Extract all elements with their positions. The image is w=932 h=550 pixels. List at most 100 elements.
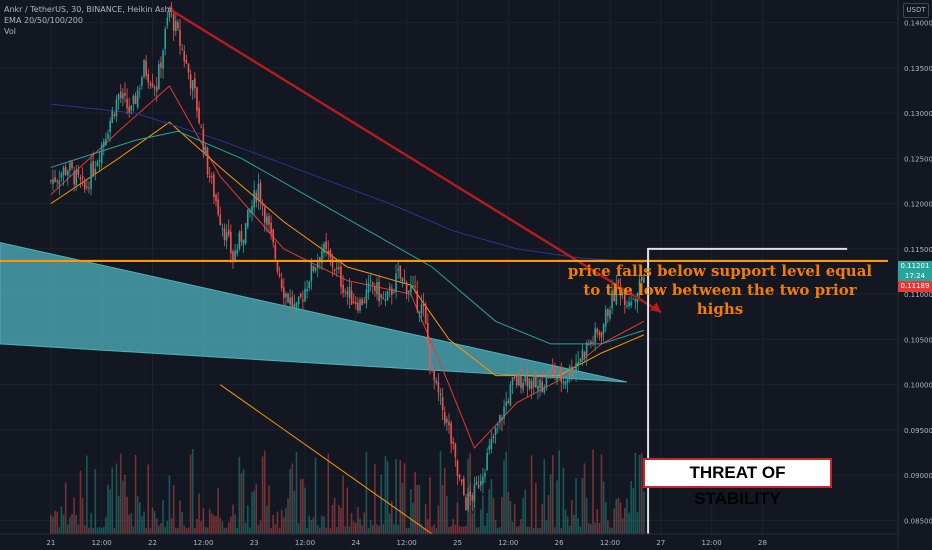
volume-bar xyxy=(424,503,427,534)
candle-body xyxy=(386,291,389,300)
bar-countdown-tag: 17:24 xyxy=(898,271,932,282)
candle-body xyxy=(410,286,412,293)
volume-bar xyxy=(232,504,234,534)
volume-bar xyxy=(246,505,249,534)
x-tick-label: 12:00 xyxy=(702,539,722,547)
candle-body xyxy=(105,139,107,146)
currency-badge[interactable]: USDT xyxy=(903,3,929,18)
volume-bar xyxy=(355,523,357,534)
volume-bar xyxy=(492,498,495,534)
volume-bar xyxy=(632,488,635,534)
candle-body xyxy=(439,393,442,396)
volume-bar xyxy=(92,527,94,534)
ema-indicator-label[interactable]: EMA 20/50/100/200 xyxy=(4,16,83,25)
volume-bar xyxy=(312,517,315,534)
volume-bar xyxy=(138,502,141,534)
candle-body xyxy=(289,297,291,305)
candle-body xyxy=(477,485,480,488)
candle-body xyxy=(562,381,565,384)
volume-bar xyxy=(613,508,615,534)
volume-bar xyxy=(541,503,543,534)
y-tick-label: 0.12500 xyxy=(904,155,932,163)
candle-body xyxy=(515,374,518,386)
volume-bar xyxy=(473,491,476,534)
ema-line-2 xyxy=(50,130,645,345)
volume-bar xyxy=(263,450,266,534)
candle-body xyxy=(225,231,228,241)
candle-body xyxy=(467,492,469,510)
candle-body xyxy=(528,378,531,389)
candle-body xyxy=(403,279,406,281)
candle-body xyxy=(249,210,251,213)
candle-body xyxy=(405,282,408,294)
volume-bar xyxy=(261,456,264,534)
candle-body xyxy=(333,269,336,272)
candle-body xyxy=(54,177,56,182)
volume-bar xyxy=(289,468,291,534)
candle-body xyxy=(153,87,156,89)
volume-bar xyxy=(164,527,166,534)
candle-body xyxy=(172,13,175,31)
candle-body xyxy=(259,182,262,202)
candle-body xyxy=(319,257,321,261)
candle-body xyxy=(266,216,268,225)
candle-body xyxy=(407,290,410,293)
candle-body xyxy=(367,282,370,293)
volume-bar xyxy=(566,516,569,534)
candle-body xyxy=(257,183,260,201)
volume-bar xyxy=(109,489,111,534)
volume-bar xyxy=(547,495,550,534)
volume-bar xyxy=(532,527,535,534)
volume-bar xyxy=(513,504,516,534)
candle-body xyxy=(181,48,183,50)
candle-body xyxy=(643,278,645,283)
price-axis[interactable]: 0.14000 0.13500 0.13000 0.12500 0.12000 0.115… xyxy=(897,0,932,550)
volume-bar xyxy=(149,527,152,534)
y-tick-label: 0.13000 xyxy=(904,110,932,118)
volume-bar xyxy=(573,514,575,534)
support-annotation-line2: to the low between the two prior highs xyxy=(583,281,857,318)
volume-bar xyxy=(361,525,363,534)
candle-body xyxy=(297,296,300,305)
candle-body xyxy=(308,281,311,288)
candle-body xyxy=(454,443,457,458)
volume-bar xyxy=(75,514,78,534)
candle-body xyxy=(607,309,609,317)
candle-body xyxy=(492,436,495,439)
y-tick-label: 0.12000 xyxy=(904,201,932,209)
volume-bar xyxy=(244,522,247,534)
candle-body xyxy=(460,479,463,482)
y-tick-label: 0.09000 xyxy=(904,472,932,480)
volume-bar xyxy=(543,459,546,534)
volume-bar xyxy=(416,484,419,534)
volume-bar xyxy=(132,526,135,534)
candle-body xyxy=(456,460,459,476)
volume-indicator-label[interactable]: Vol xyxy=(4,27,16,36)
volume-bar xyxy=(302,478,304,534)
candle-body xyxy=(200,126,203,128)
volume-bar xyxy=(378,525,380,534)
lower-trendline xyxy=(219,384,433,535)
candle-body xyxy=(107,133,109,140)
volume-bar xyxy=(439,451,442,534)
volume-bar xyxy=(208,509,211,534)
volume-bar xyxy=(376,524,378,534)
volume-bar xyxy=(433,524,435,534)
volume-bar xyxy=(422,527,425,534)
volume-bar xyxy=(435,527,438,534)
candle-body xyxy=(496,424,499,426)
volume-bar xyxy=(314,457,317,534)
candle-body xyxy=(590,341,592,344)
volume-bar xyxy=(634,452,637,534)
volume-bar xyxy=(528,526,531,534)
volume-bar xyxy=(490,479,493,534)
volume-bar xyxy=(524,489,527,534)
volume-bar xyxy=(236,527,239,534)
candle-body xyxy=(479,481,482,486)
candle-body xyxy=(56,180,58,182)
time-axis[interactable]: 21 12:00 22 12:00 23 12:00 24 12:00 25 12:00 26 12:… xyxy=(0,533,898,547)
candle-body xyxy=(238,232,241,249)
volume-bar xyxy=(162,500,164,534)
candle-body xyxy=(522,382,524,390)
